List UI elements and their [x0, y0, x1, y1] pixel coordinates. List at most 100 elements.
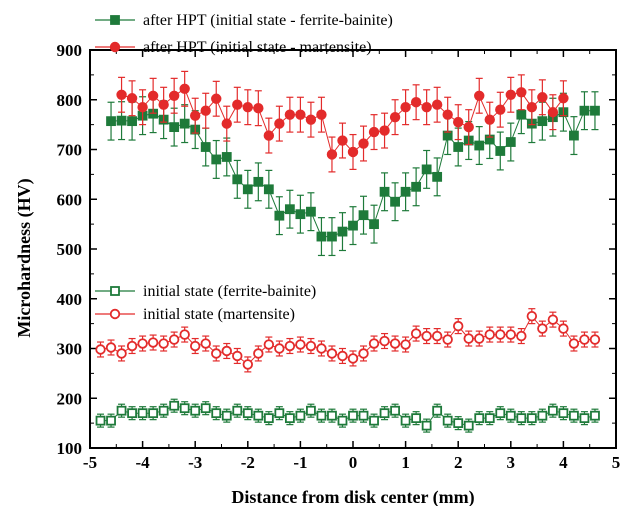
data-point [358, 410, 369, 421]
data-point [432, 405, 443, 416]
data-point [505, 410, 516, 421]
data-point [516, 413, 527, 424]
series-3 [95, 308, 601, 373]
data-point [253, 176, 264, 187]
data-point [263, 184, 274, 195]
data-point [400, 186, 411, 197]
data-point [558, 408, 569, 419]
x-tick-label: 1 [401, 453, 410, 472]
data-point [211, 408, 222, 419]
data-point [253, 348, 264, 359]
data-point [558, 323, 569, 334]
data-point [147, 337, 159, 348]
data-point [390, 405, 400, 416]
data-point [189, 340, 201, 352]
data-point [127, 116, 137, 127]
data-point [221, 345, 232, 357]
data-point [179, 83, 190, 95]
data-point [242, 408, 253, 419]
data-point [505, 137, 516, 147]
data-point [358, 210, 369, 221]
x-tick-label: 0 [349, 453, 358, 472]
data-point [284, 340, 296, 352]
data-point [537, 116, 548, 127]
data-point [232, 350, 243, 362]
plot-frame [89, 49, 617, 449]
data-point [137, 102, 148, 113]
legend-label: after HPT (initial state - martensite) [143, 39, 372, 56]
data-point [474, 333, 485, 344]
data-point [263, 413, 274, 424]
data-point [232, 174, 243, 185]
data-point [211, 348, 222, 359]
data-point [505, 89, 517, 100]
data-point [516, 109, 527, 120]
data-point [242, 184, 253, 195]
series-2 [95, 398, 600, 433]
data-point [442, 334, 453, 345]
data-point [306, 206, 316, 217]
x-tick-label: -2 [241, 453, 255, 472]
legend-entry-1: after HPT (initial state - martensite) [95, 39, 372, 56]
data-point [316, 109, 327, 120]
data-point [463, 121, 474, 133]
x-tick-label: -5 [83, 453, 97, 472]
legend-marker [109, 308, 121, 320]
series-1 [116, 70, 569, 173]
data-point [169, 122, 180, 133]
y-tick-label: 200 [57, 389, 83, 408]
axes: -5 -4 -3 -2 -1 0 1 2 3 4 5 100 200 300 400 500 600 700 800… [57, 41, 621, 472]
y-tick-label: 400 [57, 290, 83, 309]
data-point [453, 418, 464, 429]
data-point [463, 333, 474, 344]
data-point [284, 204, 295, 215]
data-point [179, 118, 190, 129]
data-point [242, 359, 254, 370]
data-point [389, 338, 401, 349]
data-point [347, 146, 359, 158]
data-point [537, 323, 548, 334]
data-point [358, 348, 369, 359]
data-point [400, 339, 411, 350]
data-point [463, 420, 474, 431]
data-point [579, 413, 590, 424]
data-point [169, 400, 180, 411]
data-point [137, 408, 148, 419]
x-tick-label: 2 [454, 453, 463, 472]
data-point [305, 340, 317, 352]
data-point [453, 142, 464, 152]
data-point [369, 219, 379, 230]
data-point [358, 138, 369, 149]
data-point [474, 413, 485, 424]
data-point [274, 118, 285, 129]
data-point [316, 410, 327, 421]
data-point [200, 142, 211, 152]
data-point [453, 320, 464, 332]
data-point [221, 410, 232, 421]
y-tick-label: 600 [57, 190, 83, 209]
data-point [168, 334, 180, 345]
data-point [221, 152, 232, 162]
y-tick-label: 500 [57, 240, 83, 259]
legend-label: initial state (ferrite-bainite) [143, 283, 316, 300]
data-point [558, 93, 569, 104]
legend-layer: after HPT (initial state - ferrite-baini… [95, 12, 393, 323]
data-point [410, 97, 422, 108]
legend-marker [109, 41, 121, 53]
data-point [526, 310, 538, 322]
data-point [484, 413, 495, 424]
data-point [569, 130, 579, 141]
data-point [421, 164, 432, 175]
data-point [421, 330, 432, 342]
data-point [168, 90, 180, 101]
legend-entry-2: initial state (ferrite-bainite) [95, 283, 316, 300]
data-point [337, 135, 348, 146]
data-point [379, 335, 390, 347]
data-point [274, 343, 285, 354]
data-point [327, 231, 337, 242]
data-point [368, 338, 380, 349]
data-point [569, 410, 579, 421]
data-point [484, 114, 495, 125]
data-point [495, 408, 506, 419]
data-point [442, 415, 453, 426]
